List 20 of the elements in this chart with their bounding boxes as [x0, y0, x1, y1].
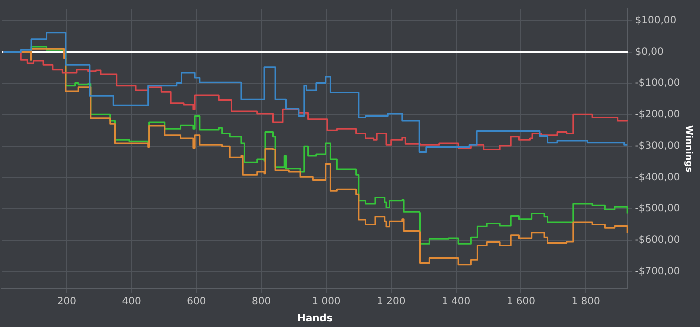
y-tick-label: -$700,00: [635, 266, 680, 278]
x-tick-label: 800: [252, 296, 272, 308]
y-tick-label: -$400,00: [635, 172, 680, 184]
y-tick-label: -$100,00: [635, 78, 680, 90]
x-tick-label: 1 000: [312, 296, 341, 308]
y-tick-label: -$300,00: [635, 140, 680, 152]
y-tick-label: -$500,00: [635, 204, 680, 215]
y-tick-label: -$200,00: [635, 110, 680, 121]
x-tick-label: 200: [57, 296, 76, 308]
x-tick-label: 1 200: [377, 296, 406, 308]
y-axis-title: Winnings: [683, 125, 694, 173]
x-tick-label: 600: [187, 296, 206, 308]
x-tick-label: 1 600: [506, 296, 536, 308]
y-tick-label: $100,00: [635, 16, 677, 27]
x-axis-title: Hands: [297, 314, 333, 325]
y-tick-label: $0,00: [635, 46, 664, 58]
x-tick-label: 1 800: [572, 296, 600, 308]
x-tick-label: 400: [122, 296, 142, 308]
x-tick-label: 1 400: [442, 296, 471, 308]
y-tick-label: -$600,00: [635, 234, 680, 246]
